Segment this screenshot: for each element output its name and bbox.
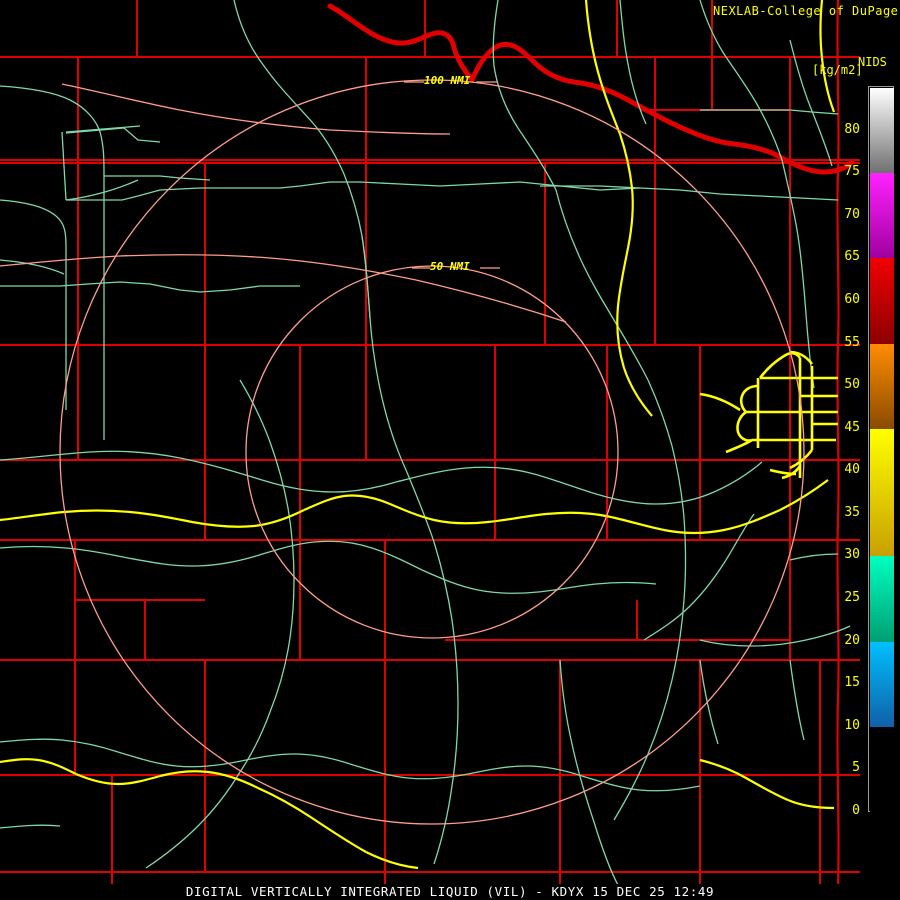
roads-layer [0, 0, 851, 885]
colorbar-tick-45: 45 [844, 419, 860, 435]
range-ring-50nmi [245, 265, 619, 639]
colorbar-tick-75: 75 [844, 164, 860, 180]
colorbar [868, 86, 894, 812]
colorbar-tick-0: 0 [852, 803, 860, 818]
colorbar-tick-40: 40 [844, 462, 860, 478]
product-footer-bar: DIGITAL VERTICALLY INTEGRATED LIQUID (VI… [0, 884, 900, 900]
colorbar-segment [870, 258, 894, 344]
colorbar-tick-20: 20 [844, 632, 860, 648]
colorbar-tick-50: 50 [844, 377, 860, 393]
colorbar-tick-35: 35 [844, 504, 860, 520]
map-vector-layer [0, 0, 860, 885]
provider-credit-text: NEXLAB-College of DuPage [713, 4, 899, 18]
colorbar-frame [868, 86, 894, 812]
colorbar-segment [870, 173, 894, 259]
colorbar-tick-30: 30 [844, 547, 860, 563]
colorbar-segment [870, 556, 894, 642]
colorbar-segment [870, 88, 894, 174]
range-ring-100nmi [59, 79, 805, 825]
colorbar-tick-80: 80 [844, 121, 860, 137]
radar-map-canvas[interactable]: 100 NMI 50 NMI [0, 0, 860, 885]
colorbar-tick-60: 60 [844, 291, 860, 307]
interstate-highways [0, 0, 838, 870]
colorbar-gradient [870, 88, 894, 812]
colorbar-tick-5: 5 [852, 760, 860, 776]
data-source-label: NIDS [858, 55, 887, 69]
state-boundary-line [327, 3, 855, 175]
colorbar-units-label: [kg/m2] [812, 63, 863, 77]
range-ring-label-100nmi: 100 NMI [424, 74, 471, 87]
colorbar-tick-15: 15 [844, 675, 860, 691]
state-boundary-line-east [836, 0, 840, 885]
provider-credit: NEXLAB-College of DuPage R [713, 4, 900, 18]
colorbar-segment [870, 343, 894, 429]
colorbar-segment [870, 641, 894, 727]
colorbar-segment [870, 726, 894, 812]
product-title: DIGITAL VERTICALLY INTEGRATED LIQUID (VI… [185, 884, 715, 899]
range-ring-label-50nmi: 50 NMI [430, 260, 470, 273]
colorbar-tick-10: 10 [844, 717, 860, 733]
colorbar-segment [870, 428, 894, 557]
colorbar-tick-55: 55 [844, 334, 860, 350]
range-ring-ticks [404, 81, 500, 269]
colorbar-tick-25: 25 [844, 590, 860, 606]
range-rings [0, 79, 805, 825]
colorbar-tick-70: 70 [844, 206, 860, 222]
colorbar-tick-65: 65 [844, 249, 860, 265]
